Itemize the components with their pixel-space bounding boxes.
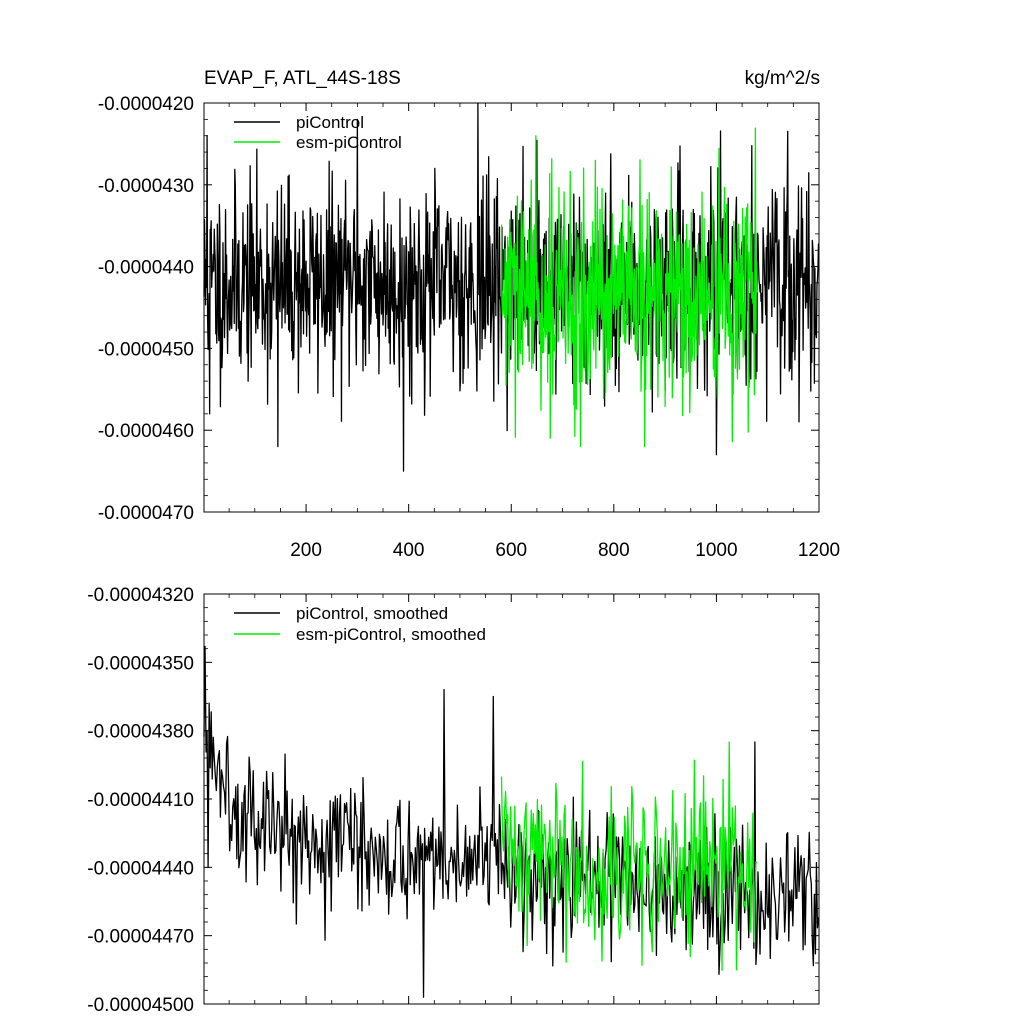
y-tick-label: -0.00004410	[87, 790, 194, 811]
x-tick-label: 1200	[798, 540, 840, 561]
series-line-esm-picontrol	[500, 127, 759, 448]
top-panel-title: EVAP_F, ATL_44S-18S	[204, 68, 401, 89]
y-tick-label: -0.0000450	[98, 339, 194, 360]
bottom-series-layer	[203, 645, 820, 998]
top-series-layer	[203, 102, 820, 472]
top-axis-layer: -0.0000420 -0.0000430 -0.0000440 -0.0000450…	[98, 94, 840, 561]
series-line-esm-picontrol-smoothed	[500, 741, 758, 971]
series-line-picontrol-smoothed	[203, 645, 820, 998]
y-tick-label: -0.0000460	[98, 421, 194, 442]
x-tick-label: 400	[393, 540, 425, 561]
bottom-panel: -0.00004320 -0.00004350 -0.00004380 -0.0000…	[87, 585, 820, 1016]
legend-label-picontrol: piControl	[296, 113, 364, 132]
x-tick-label: 600	[495, 540, 527, 561]
top-legend: piControl esm-piControl	[234, 113, 402, 152]
x-tick-label: 1000	[695, 540, 737, 561]
y-tick-label: -0.00004380	[87, 722, 194, 743]
x-tick-label: 200	[290, 540, 322, 561]
top-panel-units: kg/m^2/s	[745, 68, 820, 89]
bottom-legend: piControl, smoothed esm-piControl, smoot…	[234, 604, 486, 644]
y-tick-label: -0.0000430	[98, 176, 194, 197]
bottom-axis-layer: -0.00004320 -0.00004350 -0.00004380 -0.0000…	[87, 585, 820, 1016]
y-tick-label: -0.0000420	[98, 94, 194, 115]
legend-label-picontrol-smoothed: piControl, smoothed	[296, 604, 448, 623]
y-tick-label: -0.00004350	[87, 653, 194, 674]
y-tick-label: -0.00004500	[87, 995, 194, 1016]
y-tick-label: -0.0000470	[98, 503, 194, 524]
top-panel: EVAP_F, ATL_44S-18S kg/m^2/s -0.0000420-…	[98, 68, 840, 561]
bottom-plot-frame	[203, 593, 820, 1005]
x-tick-label: 800	[598, 540, 630, 561]
y-tick-label: -0.0000440	[98, 258, 194, 279]
y-tick-label: -0.00004320	[87, 585, 194, 606]
y-tick-label: -0.00004440	[87, 858, 194, 879]
legend-label-esm-picontrol: esm-piControl	[296, 133, 402, 152]
y-tick-label: -0.00004470	[87, 927, 194, 948]
legend-label-esm-picontrol-smoothed: esm-piControl, smoothed	[296, 625, 486, 644]
